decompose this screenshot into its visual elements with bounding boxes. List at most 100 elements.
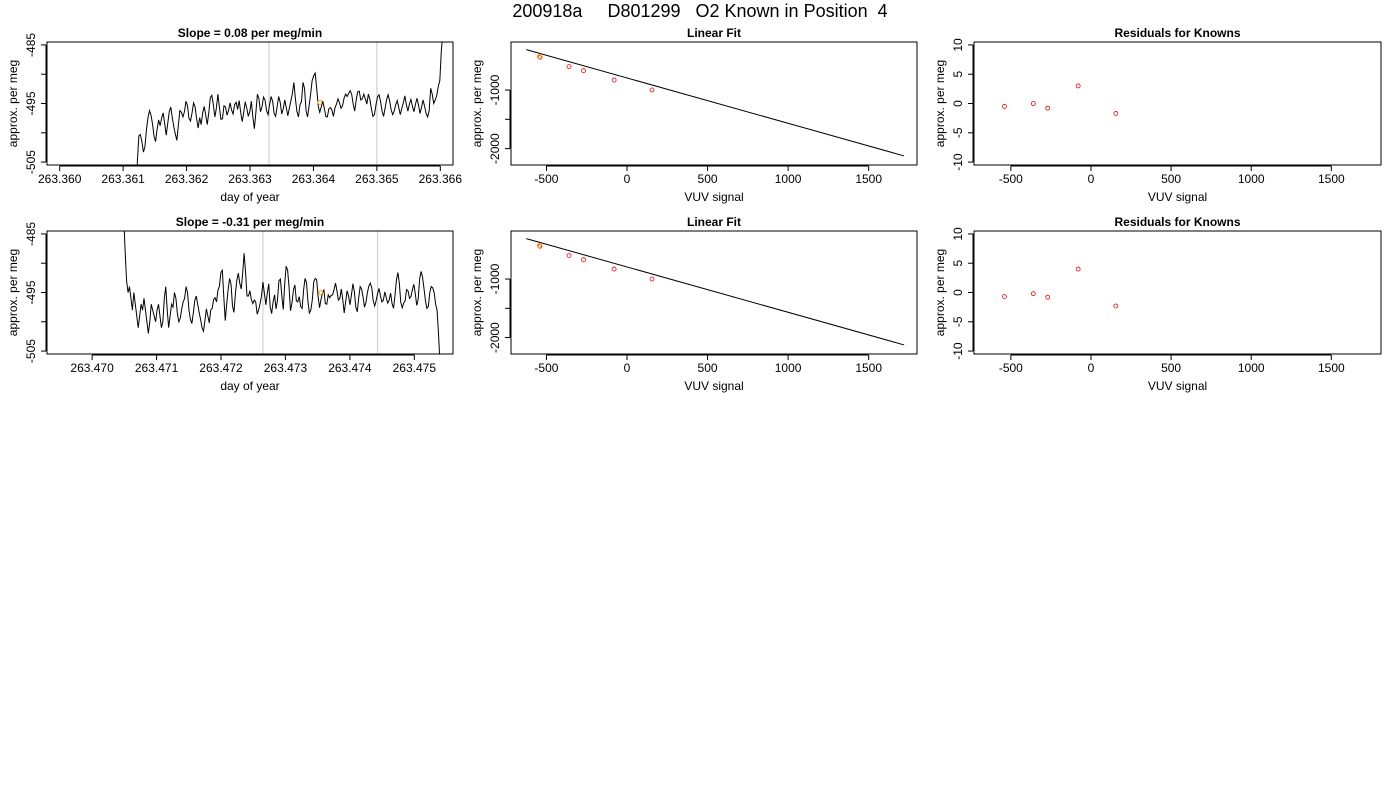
x-tick-label: 263.363 (228, 172, 272, 186)
x-tick-label: 1500 (855, 361, 882, 375)
y-axis-label: approx. per meg (6, 249, 20, 336)
y-tick-label: -505 (24, 339, 38, 363)
x-tick-label: 263.470 (70, 361, 114, 375)
highlight-marker (536, 243, 542, 249)
data-point (1030, 291, 1036, 297)
figure-title: 200918a D801299 O2 Known in Position 4 (512, 1, 888, 21)
plot-area (526, 238, 905, 346)
panel-title: Residuals for Knowns (1114, 26, 1240, 40)
x-tick-label: -500 (534, 361, 558, 375)
data-point (1045, 294, 1051, 300)
x-tick-label: -500 (534, 172, 558, 186)
x-tick-label: 263.366 (419, 172, 463, 186)
fit-line (526, 49, 905, 157)
x-axis-label: VUV signal (684, 190, 743, 204)
data-point (611, 77, 617, 83)
y-axis-label: approx. per meg (470, 249, 484, 336)
y-tick-label: -2000 (488, 322, 502, 353)
y-tick-label: -505 (24, 150, 38, 174)
x-tick-label: 1000 (1238, 172, 1265, 186)
x-tick-label: 1000 (775, 361, 802, 375)
x-axis-label: VUV signal (684, 379, 743, 393)
panel-5: Linear Fit -500 0 500 1000 1500 VUV signal -100… (470, 215, 918, 393)
data-point (1113, 111, 1119, 116)
y-tick-label: 10 (951, 38, 965, 52)
panel-3: Residuals for Knowns -500 0 500 1000 1500 VUV … (933, 26, 1382, 204)
y-tick-label: -1000 (488, 263, 502, 294)
y-axis-label: approx. per meg (933, 249, 947, 336)
x-tick-label: 500 (698, 172, 718, 186)
x-tick-label: 1500 (1318, 361, 1345, 375)
x-axis-label: VUV signal (1148, 379, 1207, 393)
x-tick-label: 263.474 (328, 361, 372, 375)
x-tick-label: 263.475 (393, 361, 437, 375)
data-point (1002, 294, 1007, 300)
panel-title: Linear Fit (687, 215, 741, 229)
plot-area (1002, 83, 1119, 116)
panel-title: Residuals for Knowns (1114, 215, 1240, 229)
x-tick-label: 263.365 (355, 172, 399, 186)
y-tick-label: -485 (24, 222, 38, 246)
y-tick-label: 10 (951, 227, 965, 241)
plot-frame (510, 41, 918, 166)
data-point (566, 253, 572, 259)
x-tick-label: 1500 (855, 172, 882, 186)
panel-1: Slope = 0.08 per meg/min 263.360 263.361 26… (6, 26, 462, 204)
series-line (136, 42, 443, 165)
y-tick-label: -10 (951, 153, 965, 171)
data-point (581, 68, 586, 74)
data-point (1113, 303, 1119, 309)
highlight-marker (536, 54, 542, 60)
plot-frame (46, 41, 454, 166)
y-tick-label: 5 (951, 260, 965, 267)
data-point (1075, 266, 1081, 272)
data-point (649, 276, 655, 282)
x-tick-label: 263.472 (199, 361, 243, 375)
y-tick-label: -2000 (488, 133, 502, 164)
x-tick-label: 1000 (1238, 361, 1265, 375)
x-tick-label: 1500 (1318, 172, 1345, 186)
panel-title: Linear Fit (687, 26, 741, 40)
panel-title: Slope = 0.08 per meg/min (178, 26, 322, 40)
panel-title: Slope = -0.31 per meg/min (176, 215, 324, 229)
plot-frame (973, 230, 1382, 355)
x-tick-label: 263.473 (264, 361, 308, 375)
x-axis-label: VUV signal (1148, 190, 1207, 204)
x-tick-label: 0 (1088, 361, 1095, 375)
data-point (611, 266, 617, 272)
y-axis-label: approx. per meg (470, 60, 484, 147)
x-tick-label: 500 (698, 361, 718, 375)
data-point (581, 257, 586, 263)
y-axis-label: approx. per meg (6, 60, 20, 147)
x-tick-label: 500 (1161, 361, 1181, 375)
y-tick-label: -485 (24, 33, 38, 57)
plot-area (123, 231, 441, 354)
data-point (1030, 101, 1036, 106)
x-tick-label: 0 (624, 172, 631, 186)
x-axis-label: day of year (220, 379, 279, 393)
y-tick-label: 0 (951, 289, 965, 296)
series-line (123, 231, 441, 354)
x-tick-label: 0 (1088, 172, 1095, 186)
highlight-marker (317, 99, 323, 105)
plot-area (136, 42, 443, 165)
x-tick-label: 263.361 (101, 172, 145, 186)
x-tick-label: 263.360 (38, 172, 82, 186)
y-tick-label: -5 (951, 127, 965, 138)
data-point (1045, 105, 1051, 111)
y-tick-label: -1000 (488, 74, 502, 105)
x-tick-label: -500 (999, 172, 1023, 186)
highlight-marker (318, 290, 324, 295)
data-point (566, 64, 572, 69)
x-tick-label: 500 (1161, 172, 1181, 186)
fit-line (526, 238, 905, 346)
plot-area (1002, 266, 1119, 309)
x-tick-label: 263.471 (135, 361, 179, 375)
y-tick-label: -495 (24, 280, 38, 304)
y-tick-label: -5 (951, 316, 965, 327)
x-tick-label: 1000 (775, 172, 802, 186)
plot-frame (973, 41, 1382, 166)
data-point (1002, 104, 1007, 109)
panel-2: Linear Fit -500 0 500 1000 1500 VUV signal -100… (470, 26, 918, 204)
